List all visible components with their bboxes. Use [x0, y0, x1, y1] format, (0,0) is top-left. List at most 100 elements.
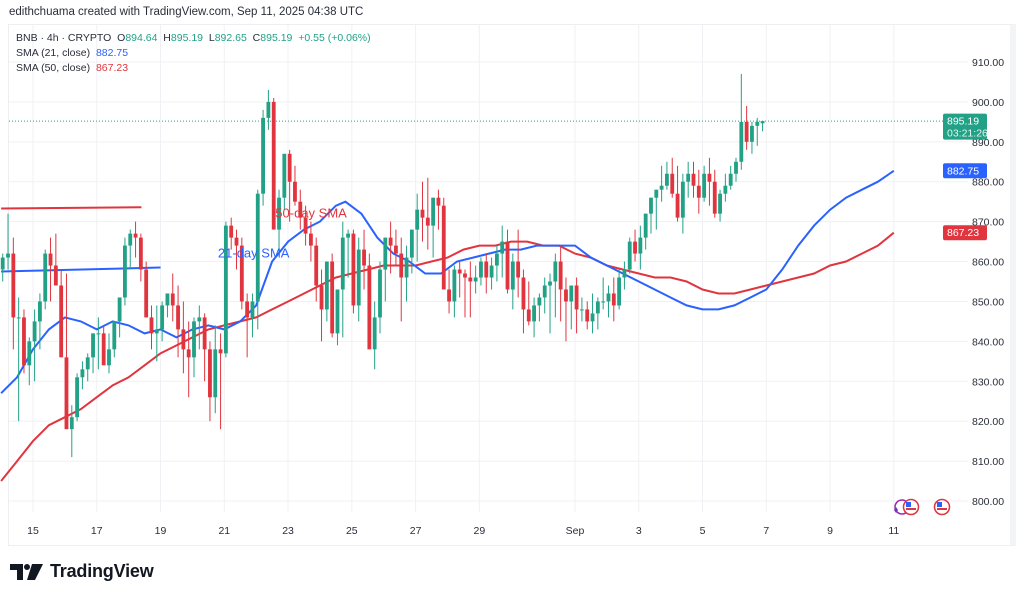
candle-body [505, 241, 510, 290]
candle-body [409, 229, 414, 258]
candle-body [633, 241, 637, 254]
candle [22, 309, 26, 374]
low-label: L [208, 32, 215, 44]
candle-body [404, 257, 409, 278]
candle [53, 233, 58, 286]
candle [160, 301, 165, 342]
candle [197, 305, 202, 350]
candle [579, 297, 584, 322]
candle [447, 269, 451, 314]
price-label-value: 882.75 [947, 165, 979, 177]
candle-body [282, 153, 287, 198]
candle [239, 237, 244, 310]
candle [27, 337, 32, 386]
brand-name: TradingView [50, 561, 154, 581]
time-tick-label: 19 [155, 525, 167, 537]
tradingview-logo-icon [10, 563, 43, 580]
sma50-reference-line [1, 206, 142, 210]
candle [409, 229, 414, 274]
sma50-line [0, 231, 895, 482]
candle [638, 225, 643, 270]
candle [144, 261, 149, 318]
price-tick-label: 810.00 [972, 456, 1004, 468]
price-axis: 800.00 810.00 820.00 830.00 840.00 850.00 860.… [972, 57, 1004, 508]
candle-body [37, 301, 42, 322]
candle-body [123, 245, 127, 298]
candle-body [383, 237, 388, 270]
candle [234, 229, 239, 270]
close-label: C [252, 32, 261, 44]
us-flag-event-icon[interactable] [933, 498, 951, 516]
candle-body [420, 209, 425, 218]
candle-body [431, 197, 436, 226]
candle-body [590, 313, 595, 322]
sma21-reference-line [1, 266, 161, 273]
candle [255, 189, 260, 330]
candle [149, 305, 154, 350]
candle-body [234, 237, 239, 246]
candle [223, 221, 228, 358]
chart-frame [8, 24, 1016, 546]
price-label-value: 867.23 [947, 227, 979, 239]
candle-body [213, 349, 218, 398]
sma21-line [0, 169, 895, 394]
candle [659, 165, 664, 202]
candle-body [43, 253, 48, 302]
sma21-legend[interactable]: SMA (21, close) 882.75 [16, 46, 371, 61]
candle-body [399, 253, 404, 278]
candle [11, 237, 16, 350]
candle-body [346, 233, 351, 238]
candle-body [473, 277, 478, 282]
time-tick-label: 27 [410, 525, 422, 537]
candle [324, 261, 329, 322]
price-label-bg [943, 163, 987, 179]
candle [479, 257, 483, 286]
candle-body [718, 193, 722, 214]
candle [680, 173, 685, 234]
candle-body [707, 173, 712, 182]
candle-body [303, 217, 308, 234]
event-markers [894, 498, 951, 516]
candle-body [367, 265, 372, 350]
candle [261, 109, 265, 206]
candle-body [80, 369, 85, 378]
candle [91, 333, 95, 374]
candle [202, 313, 207, 382]
price-label-bg [943, 113, 987, 140]
candle-body [138, 237, 143, 270]
candle [606, 285, 611, 318]
candle-body [75, 377, 80, 418]
candle [558, 245, 563, 322]
candle [287, 149, 292, 222]
candle [516, 229, 521, 298]
candle-body [239, 245, 244, 302]
sma21-price-label: 882.75 [943, 163, 987, 179]
us-flag-event-icon[interactable] [902, 498, 920, 516]
price-tick-label: 830.00 [972, 376, 1004, 388]
candle-body [532, 305, 536, 322]
symbol-label[interactable]: BNB · 4h · CRYPTO [16, 32, 112, 44]
price-tick-label: 890.00 [972, 137, 1004, 149]
candle [383, 237, 388, 302]
candle-body [712, 181, 717, 214]
candle-body [144, 269, 149, 318]
sma50-legend[interactable]: SMA (50, close) 867.23 [16, 61, 371, 76]
tradingview-brand[interactable]: TradingView [10, 561, 154, 582]
candle [553, 253, 558, 318]
candle-body [574, 285, 579, 310]
candle [686, 161, 691, 198]
candle [574, 277, 579, 334]
candle [154, 305, 159, 362]
candle-body [16, 317, 21, 319]
candle-body [611, 293, 616, 306]
price-tick-label: 820.00 [972, 416, 1004, 428]
candle [138, 233, 143, 282]
candle [425, 177, 430, 250]
candle [500, 225, 505, 278]
candle-body [516, 261, 521, 278]
annotations: 50-day SMA 21-day SMA [218, 206, 347, 261]
candle [489, 257, 494, 290]
candle [564, 277, 568, 342]
